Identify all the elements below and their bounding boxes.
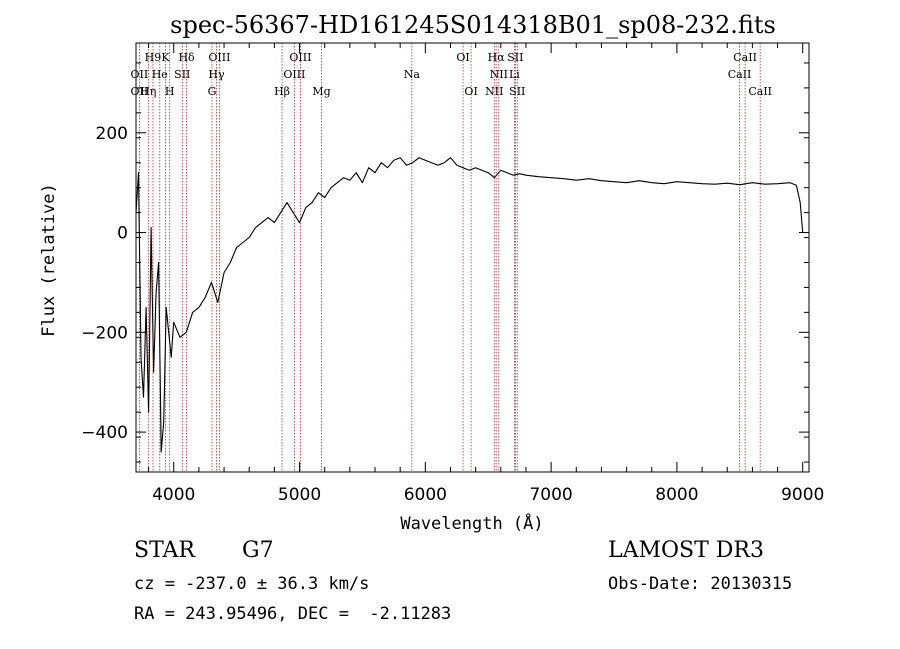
line-label-row2-8: CaII xyxy=(728,68,752,81)
redshift-readout: cz = -237.0 ± 36.3 km/s xyxy=(134,574,370,594)
obs-date-readout: Obs-Date: 20130315 xyxy=(608,574,793,594)
line-label-row2-0: OII xyxy=(131,68,149,81)
line-label-row3-9: CaII xyxy=(748,85,772,98)
y-axis-ticks: −400 −200 0 200 xyxy=(81,62,809,463)
class-label: STAR xyxy=(134,538,195,563)
line-label-row1-4: OIII xyxy=(289,51,311,64)
line-label-row3-3: G xyxy=(208,85,217,98)
x-tick-label-4: 8000 xyxy=(655,485,698,505)
line-label-row3-2: H xyxy=(165,85,175,98)
line-label-row1-8: CaII xyxy=(733,51,757,64)
x-axis-label: Wavelength (Å) xyxy=(400,512,543,534)
coords-readout: RA = 243.95496, DEC = -2.11283 xyxy=(134,604,452,624)
line-label-row1-0: H9 xyxy=(145,51,162,64)
line-label-row1-3: OIII xyxy=(208,51,230,64)
line-label-row2-4: OIII xyxy=(283,68,305,81)
x-tick-label-1: 5000 xyxy=(278,485,321,505)
x-tick-label-0: 4000 xyxy=(152,485,195,505)
line-label-row3-6: OI xyxy=(464,85,477,98)
y-tick-label-1: −200 xyxy=(81,323,128,343)
x-tick-label-5: 9000 xyxy=(781,485,824,505)
spectrum-line-0 xyxy=(135,157,804,453)
line-label-row3-7: NII xyxy=(485,85,503,98)
y-tick-label-0: −400 xyxy=(81,423,128,443)
line-label-row1-7: SII xyxy=(507,51,523,64)
line-label-row3-4: Hβ xyxy=(274,85,290,98)
line-label-row3-0: OII xyxy=(131,85,149,98)
line-label-row1-1: K xyxy=(161,51,170,64)
line-label-row3-1: Hη xyxy=(140,85,156,98)
line-label-row2-6: NII xyxy=(490,68,508,81)
survey-label: LAMOST DR3 xyxy=(608,538,764,563)
line-label-row3-8: SII xyxy=(509,85,525,98)
line-label-row1-2: Hδ xyxy=(178,51,195,64)
plot-frame xyxy=(135,42,810,473)
line-label-row1-5: OI xyxy=(456,51,469,64)
line-label-row2-1: He xyxy=(152,68,168,81)
line-label-row3-5: Mg xyxy=(312,85,330,98)
x-tick-label-2: 6000 xyxy=(404,485,447,505)
line-label-row2-2: SII xyxy=(174,68,190,81)
y-tick-label-2: 0 xyxy=(117,224,128,244)
line-label-row2-7: Li xyxy=(509,68,520,81)
x-tick-label-3: 7000 xyxy=(529,485,572,505)
line-label-row2-3: Hγ xyxy=(208,68,225,81)
spectrum-series xyxy=(135,157,804,453)
chart-title: spec-56367-HD161245S014318B01_sp08-232.f… xyxy=(170,11,776,39)
y-tick-label-3: 200 xyxy=(96,124,128,144)
line-marks xyxy=(138,43,761,472)
line-label-row1-6: Hα xyxy=(488,51,506,64)
subclass-label: G7 xyxy=(242,538,274,563)
x-axis-ticks: 4000 5000 6000 7000 8000 9000 xyxy=(148,43,824,505)
y-axis-label: Flux (relative) xyxy=(39,183,59,337)
line-label-row2-5: Na xyxy=(404,68,421,81)
